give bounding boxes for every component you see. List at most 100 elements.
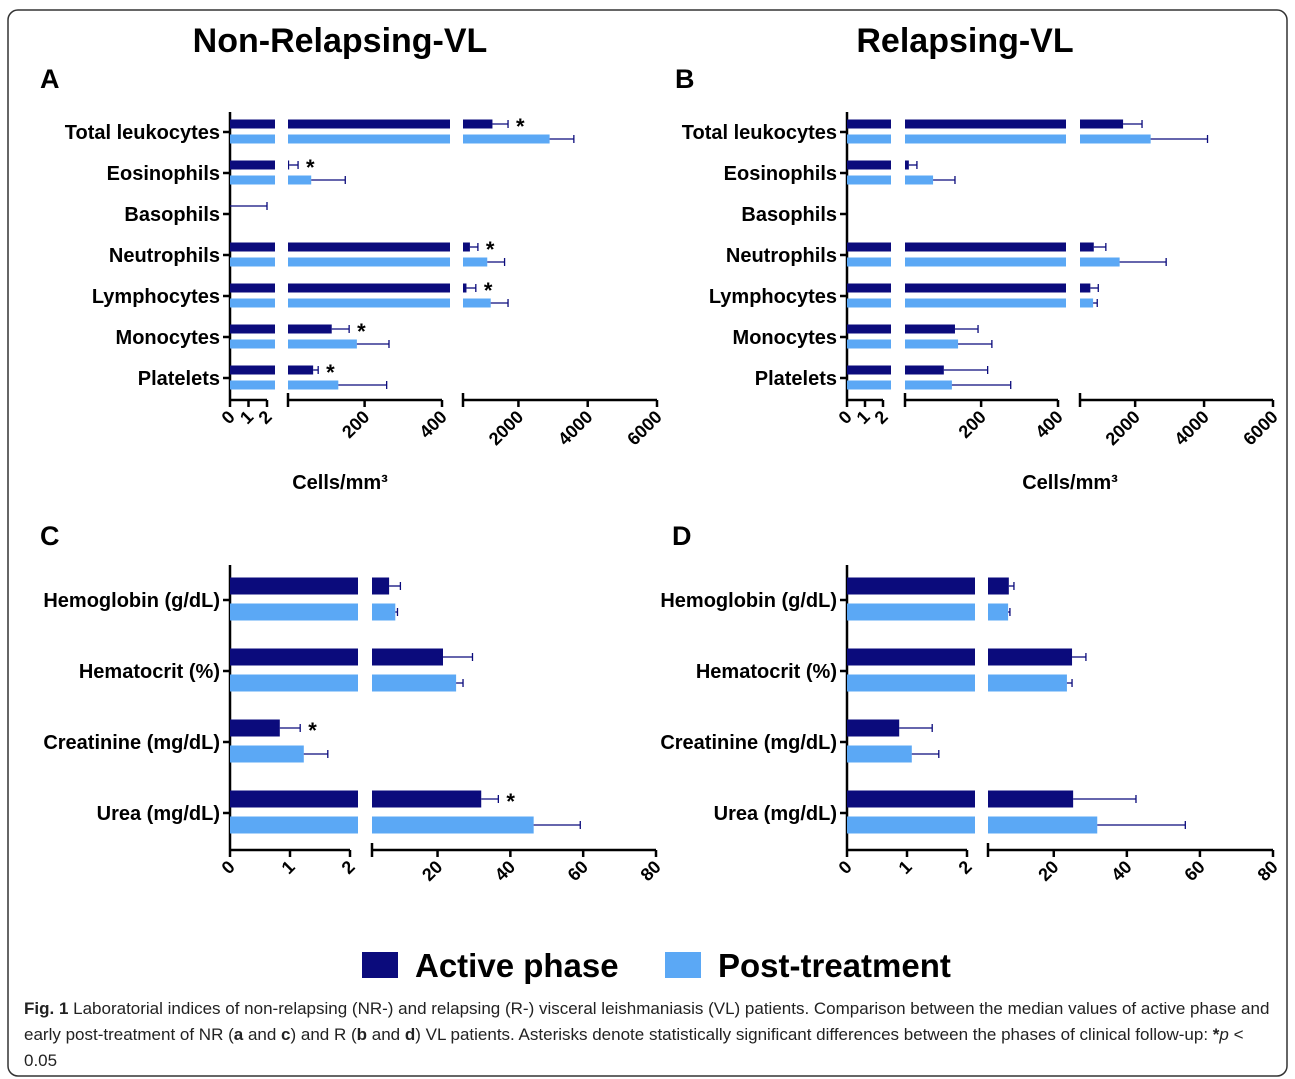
y-tick-label: Hematocrit (%) [79, 661, 220, 683]
x-tick-label: 80 [637, 857, 665, 885]
bar [847, 719, 900, 737]
bar [288, 257, 450, 267]
legend-label: Post-treatment [718, 947, 951, 984]
bar [230, 242, 275, 252]
bar [905, 283, 1066, 293]
bar [372, 603, 396, 621]
bar [988, 674, 1067, 692]
bar [288, 380, 339, 390]
bar [463, 298, 491, 308]
bar [905, 339, 959, 349]
y-tick-label: Creatinine (mg/dL) [43, 732, 220, 754]
x-tick-label: 6000 [1239, 407, 1281, 449]
x-tick-label: 0 [218, 857, 239, 878]
x-tick-label: 0 [835, 857, 856, 878]
x-tick-label: 2 [871, 407, 892, 428]
bar [372, 790, 482, 808]
bar [905, 119, 1066, 129]
bar [847, 257, 891, 267]
x-tick-label: 2 [955, 857, 976, 878]
bar [230, 324, 275, 334]
heading: Non-Relapsing-VL [193, 22, 488, 60]
y-tick-label: Eosinophils [724, 163, 837, 185]
bar [463, 134, 550, 144]
y-tick-label: Neutrophils [726, 245, 837, 267]
y-tick-label: Total leukocytes [682, 122, 837, 144]
caption-text: ) and R ( [290, 1025, 357, 1044]
x-tick-label: 0 [218, 407, 239, 428]
y-tick-label: Lymphocytes [709, 286, 837, 308]
caption-label: Fig. 1 [24, 999, 69, 1018]
caption-text: c [281, 1025, 291, 1044]
bar [230, 648, 358, 666]
caption-text: and [367, 1025, 405, 1044]
bar [847, 745, 912, 763]
bar [905, 242, 1066, 252]
bar [230, 119, 275, 129]
caption-text: d [404, 1025, 416, 1044]
bar [230, 160, 275, 170]
y-tick-label: Hematocrit (%) [696, 661, 837, 683]
x-tick-label: 400 [1031, 407, 1066, 442]
bar [230, 674, 358, 692]
legend-label: Active phase [415, 947, 619, 984]
bar [847, 242, 891, 252]
bar [288, 160, 290, 170]
bar [230, 577, 358, 595]
x-tick-label: 60 [1180, 857, 1208, 885]
heading: Relapsing-VL [856, 22, 1073, 60]
bar [288, 119, 450, 129]
x-tick-label: 40 [1107, 857, 1135, 885]
bar [905, 175, 934, 185]
panel-label: A [40, 64, 60, 94]
significance-mark: * [357, 319, 366, 344]
bar [988, 790, 1074, 808]
y-tick-label: Creatinine (mg/dL) [660, 732, 837, 754]
x-tick-label: 20 [418, 857, 446, 885]
bar [1080, 242, 1094, 252]
x-tick-label: 2 [255, 407, 276, 428]
caption-text: a [233, 1025, 244, 1044]
x-tick-label: 1 [278, 857, 299, 878]
y-tick-label: Eosinophils [107, 163, 220, 185]
bar [463, 257, 488, 267]
panel-label: C [40, 521, 60, 551]
y-tick-label: Monocytes [733, 327, 837, 349]
x-tick-label: 2000 [485, 407, 527, 449]
bar [905, 160, 909, 170]
bar [847, 160, 891, 170]
significance-mark: * [306, 155, 315, 180]
bar [1080, 298, 1094, 308]
x-tick-label: 20 [1034, 857, 1062, 885]
caption-text: ) VL patients. Asterisks denote statisti… [415, 1025, 1213, 1044]
bar [230, 283, 275, 293]
bar [847, 790, 975, 808]
x-tick-label: 1 [853, 407, 874, 428]
bar [372, 816, 534, 834]
bar [288, 283, 450, 293]
x-tick-label: 400 [415, 407, 450, 442]
bar [463, 283, 467, 293]
bar [847, 324, 891, 334]
y-tick-label: Hemoglobin (g/dL) [43, 590, 220, 612]
bar [847, 648, 975, 666]
y-tick-label: Lymphocytes [92, 286, 220, 308]
bar [463, 242, 470, 252]
bar [372, 648, 443, 666]
bar [230, 603, 358, 621]
significance-mark: * [506, 789, 515, 814]
bar [847, 577, 975, 595]
x-tick-label: 200 [338, 407, 373, 442]
bar [372, 674, 457, 692]
bar [1080, 119, 1124, 129]
bar [847, 298, 891, 308]
significance-mark: * [326, 360, 335, 385]
frame [7, 9, 1288, 1077]
bar [905, 365, 944, 375]
bar [988, 816, 1098, 834]
significance-mark: * [516, 114, 525, 139]
x-tick-label: 2000 [1102, 407, 1144, 449]
x-tick-label: 4000 [554, 407, 596, 449]
bar [847, 283, 891, 293]
